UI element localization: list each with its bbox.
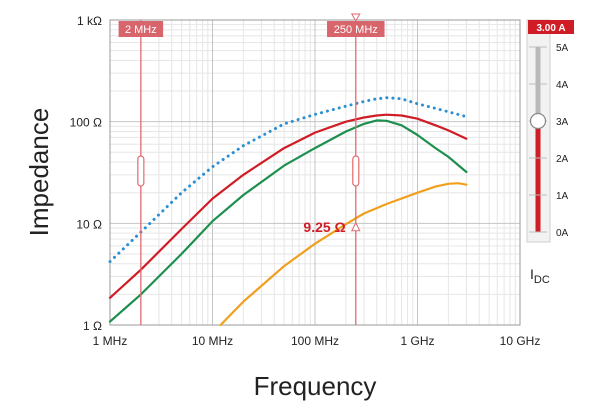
- x-tick-label: 100 MHz: [291, 334, 339, 348]
- idc-value-badge: [528, 20, 574, 34]
- annotation-label: 9.25 Ω: [303, 219, 345, 235]
- grid: [109, 19, 521, 326]
- x-ticks: 1 MHz 10 MHz 100 MHz 1 GHz 10 GHz: [93, 334, 541, 348]
- slider-track-layer: 5A 4A 3A 2A 1A 0A: [529, 43, 569, 239]
- x-tick-label: 1 MHz: [93, 334, 128, 348]
- series-layer: [108, 96, 468, 327]
- slider-tick-label: 5A: [556, 43, 569, 54]
- x-tick-label: 10 GHz: [500, 334, 541, 348]
- series-line-2: [108, 119, 468, 323]
- marker-label-box-0: [118, 21, 164, 37]
- x-axis-title: Frequency: [254, 371, 377, 401]
- idc-label: IDC: [530, 266, 550, 286]
- idc-label-main: I: [530, 266, 534, 282]
- slider-tick-label: 0A: [556, 228, 569, 239]
- x-tick-label: 1 GHz: [400, 334, 434, 348]
- slider-fill: [535, 121, 541, 232]
- y-tick-label: 10 Ω: [76, 217, 102, 231]
- x-tick-label: 10 MHz: [192, 334, 233, 348]
- slider-tick-label: 3A: [556, 117, 569, 128]
- slider-tick-label: 1A: [556, 191, 569, 202]
- plot-frame: [109, 19, 521, 326]
- markers: 2 MHz 250 MHz: [118, 13, 385, 325]
- y-tick-label: 1 kΩ: [77, 14, 102, 28]
- idc-value-label: 3.00 A: [536, 23, 565, 34]
- y-tick-label: 100 Ω: [70, 116, 102, 130]
- idc-slider[interactable]: 3.00 A 5A 4A 3A 2A 1A 0A IDC: [526, 19, 574, 286]
- y-tick-label: 1 Ω: [83, 319, 102, 333]
- series-line-1: [108, 113, 468, 299]
- marker-label-1: 250 MHz: [334, 24, 378, 36]
- slider-knob[interactable]: [529, 112, 547, 130]
- marker-handle-1: [352, 155, 360, 187]
- marker-label-0: 2 MHz: [125, 24, 157, 36]
- marker-label-box-1: [327, 21, 385, 37]
- y-ticks: 1 Ω 10 Ω 100 Ω 1 kΩ: [70, 14, 102, 333]
- y-axis-title: Impedance: [24, 108, 54, 237]
- series-line-3: [219, 182, 468, 327]
- idc-label-subscript: DC: [534, 274, 550, 286]
- slider-tick-label: 4A: [556, 80, 569, 91]
- marker-handle-0: [137, 155, 145, 187]
- marker-top-arrow: [350, 13, 361, 23]
- slider-tick-label: 2A: [556, 154, 569, 165]
- annotation-point: [350, 221, 361, 232]
